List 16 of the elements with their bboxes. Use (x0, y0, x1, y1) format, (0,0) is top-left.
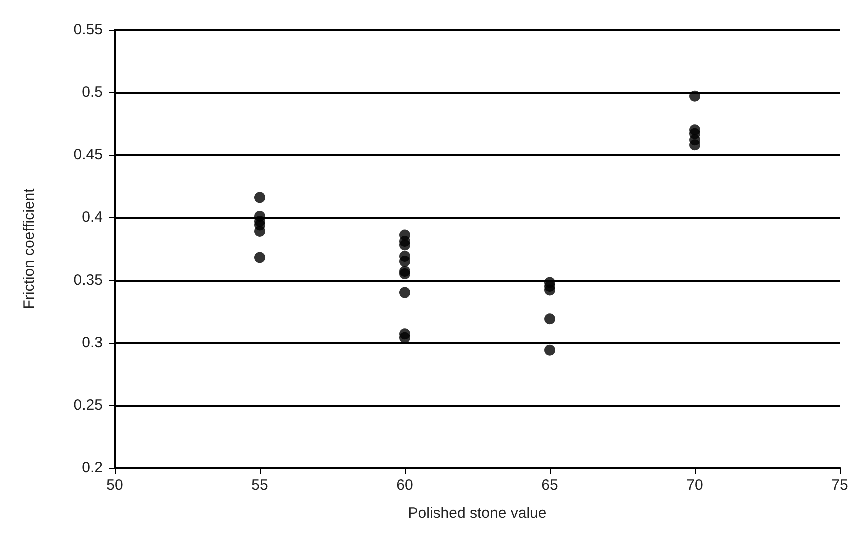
y-tick-label: 0.25 (74, 396, 103, 414)
y-tick-label: 0.45 (74, 146, 103, 164)
y-tick-label: 0.35 (74, 272, 103, 289)
x-tick-label: 55 (252, 477, 268, 494)
y-tick-label: 0.2 (82, 460, 103, 476)
y-tick-label: 0.3 (82, 334, 103, 352)
y-axis-title: Friction coefficient (21, 188, 38, 310)
x-tick-label: 70 (686, 477, 704, 494)
x-tick-label: 65 (542, 477, 558, 494)
y-tick-label: 0.55 (74, 22, 103, 38)
x-tick-label: 75 (832, 477, 848, 494)
x-axis-title: Polished stone value (408, 505, 547, 522)
y-tick-label: 0.4 (82, 209, 103, 226)
x-tick-label: 60 (396, 477, 414, 494)
x-tick-label: 50 (106, 477, 124, 494)
y-tick-label: 0.5 (82, 84, 103, 102)
